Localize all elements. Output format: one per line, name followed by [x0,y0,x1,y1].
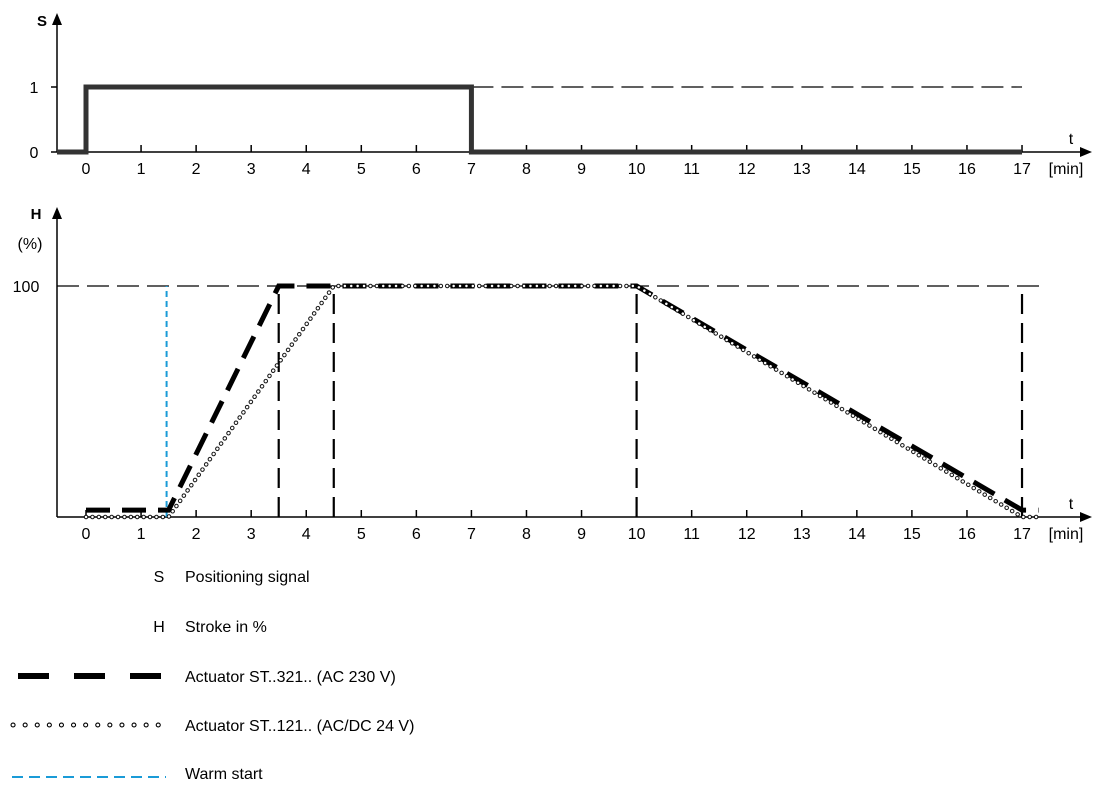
x-tick-label: 3 [247,526,256,543]
series-line-st121-inner [84,284,1041,519]
x-tick-label: 9 [577,526,586,543]
y-axis-label: H [31,206,42,223]
x-tick-label: 14 [848,526,866,543]
series-line-st121-hole [84,284,1040,519]
x-tick-label: 17 [1013,161,1031,178]
x-tick-label: 7 [467,161,476,178]
x-tick-label: 9 [577,161,586,178]
legend-symbol-letter: H [153,619,165,636]
top-chart-signal: 0 1 2 3 4 5 6 7 8 9 10 11 12 13 14 15 16 17t[min]S01 [30,13,1092,178]
x-tick-label: 3 [247,161,256,178]
x-tick-label: 6 [412,161,421,178]
x-tick-label: 11 [683,526,700,543]
legend-label: Stroke in % [185,619,267,636]
y-axis-label: S [37,13,47,30]
legend-label: Positioning signal [185,569,310,586]
x-tick-label: 10 [628,161,646,178]
series-line-st321 [86,283,1039,513]
x-axis-arrow [1080,147,1092,157]
x-tick-label: 1 [137,161,146,178]
x-tick-label: 17 [1013,526,1031,543]
series-line-st121-ring [83,283,1041,520]
x-tick-label: 8 [522,161,531,178]
legend-label: Actuator ST..121.. (AC/DC 24 V) [185,718,414,735]
x-tick-label: 2 [192,161,201,178]
x-tick-label: 5 [357,526,366,543]
x-tick-label: 16 [958,526,976,543]
x-tick-label: 16 [958,161,976,178]
x-tick-label: 2 [192,526,201,543]
legend-symbol-letter: S [154,569,165,586]
x-tick-label: 4 [302,526,311,543]
x-axis-arrow [1080,512,1092,522]
y-axis-unit: (%) [18,236,43,253]
x-tick-label: 6 [412,526,421,543]
x-tick-label: 12 [738,526,756,543]
series-line-st121-outer [85,285,1040,518]
y-tick-label: 1 [30,80,39,97]
x-tick-label: 5 [357,161,366,178]
series-line-signal [57,84,1023,155]
legend: S Positioning signal H Stroke in % Actuator … [10,569,414,783]
x-tick-label: 0 [82,526,91,543]
y-axis-arrow [52,207,62,219]
x-axis-label: t [1069,131,1074,148]
x-axis-label: t [1069,496,1074,513]
x-tick-label: 8 [522,526,531,543]
x-tick-label: 4 [302,161,311,178]
x-tick-label: 10 [628,526,646,543]
x-tick-label: 13 [793,526,811,543]
x-tick-label: 15 [903,161,921,178]
y-tick-label: 0 [30,145,39,162]
bottom-chart-stroke: 0 1 2 3 4 5 6 7 8 9 10 11 12 13 14 15 16 17t[min]H(%)100 [13,206,1092,543]
x-tick-label: 12 [738,161,756,178]
x-axis-unit: [min] [1049,161,1084,178]
x-tick-label: 14 [848,161,866,178]
x-tick-label: 11 [683,161,700,178]
legend-label: Actuator ST..321.. (AC 230 V) [185,669,396,686]
y-tick-label: 100 [13,279,40,296]
y-axis-arrow [52,13,62,25]
x-tick-label: 13 [793,161,811,178]
x-tick-label: 7 [467,526,476,543]
legend-label: Warm start [185,766,263,783]
x-tick-label: 0 [82,161,91,178]
x-tick-label: 1 [137,526,146,543]
x-tick-label: 15 [903,526,921,543]
x-axis-unit: [min] [1049,526,1084,543]
